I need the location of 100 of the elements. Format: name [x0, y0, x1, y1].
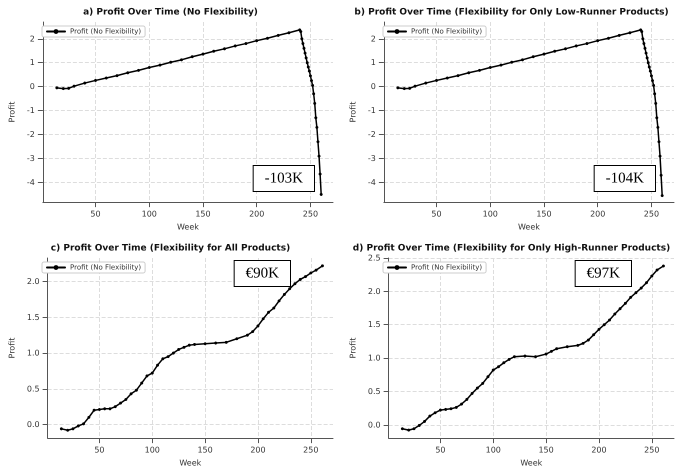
point [434, 411, 437, 414]
point [137, 68, 140, 72]
point [502, 361, 506, 364]
point [602, 323, 606, 326]
point [148, 66, 151, 70]
x-axis-title: Week [518, 222, 540, 232]
point [476, 386, 479, 390]
point [266, 36, 269, 40]
point [414, 84, 417, 88]
y-axis-title: Profit [8, 102, 16, 122]
point [315, 126, 318, 129]
point [282, 292, 286, 296]
point [301, 42, 304, 46]
point [201, 52, 204, 56]
point [500, 64, 502, 67]
y-tick-label: 1.0 [26, 348, 40, 358]
point [651, 79, 654, 82]
point [235, 337, 238, 340]
point [592, 333, 596, 336]
x-tick-label: 200 [591, 446, 607, 455]
point [628, 31, 632, 34]
point [308, 70, 311, 73]
y-tick-label: 1.5 [26, 312, 40, 322]
point [256, 324, 260, 328]
x-tick-label: 150 [538, 446, 554, 455]
point [650, 274, 654, 278]
point [267, 310, 270, 314]
x-axis-title: Week [179, 458, 202, 468]
x-tick-label: 250 [644, 210, 660, 219]
annotation: -104K [606, 170, 644, 186]
point [640, 286, 643, 290]
point [150, 372, 154, 375]
y-tick-label: -1 [368, 106, 376, 116]
point [418, 424, 421, 427]
point [104, 76, 108, 80]
point [255, 39, 258, 42]
point [222, 47, 226, 50]
point [304, 275, 308, 278]
line-series [400, 264, 665, 432]
point [396, 86, 400, 90]
point [492, 368, 495, 372]
y-tick-label: 0 [370, 82, 376, 92]
y-tick-label: 1 [370, 58, 376, 68]
y-tick-label: 0.5 [368, 386, 381, 396]
point [71, 427, 74, 430]
point [550, 350, 553, 353]
point [520, 58, 524, 62]
y-tick-label: -3 [368, 154, 376, 164]
point [177, 348, 180, 351]
x-tick-label: 100 [142, 210, 157, 219]
point [293, 282, 296, 286]
point [72, 84, 76, 88]
point [645, 281, 648, 284]
point [287, 31, 290, 34]
point [656, 126, 660, 129]
x-tick-label: 100 [486, 446, 501, 455]
point [470, 392, 474, 395]
y-tick-label: 0.5 [26, 384, 40, 394]
point [134, 388, 138, 392]
point [82, 422, 86, 426]
point [660, 194, 664, 198]
x-tick-label: 150 [536, 210, 552, 219]
y-tick-label: 2.0 [26, 277, 40, 286]
y-tick-label: 0 [30, 82, 35, 92]
point [654, 102, 658, 105]
x-tick-label: 50 [431, 210, 442, 219]
point [108, 407, 112, 410]
point [180, 58, 183, 62]
y-tick-label: -2 [368, 130, 376, 140]
point [655, 116, 658, 120]
point [512, 355, 516, 358]
point [169, 60, 172, 64]
point [204, 342, 207, 346]
point [613, 312, 616, 316]
x-tick-label: 150 [195, 210, 211, 219]
point [624, 302, 627, 305]
point [586, 338, 590, 342]
point [449, 407, 452, 410]
x-tick-label: 250 [644, 446, 660, 455]
y-tick-label: -4 [26, 178, 35, 187]
point [435, 78, 438, 82]
y-tick-label: 2 [30, 34, 35, 44]
point [318, 154, 321, 158]
x-tick-label: 50 [90, 210, 101, 219]
point [304, 52, 307, 55]
y-axis-title: Profit [348, 102, 358, 122]
point [76, 424, 80, 428]
point [544, 352, 548, 356]
y-tick-label: 2 [370, 34, 376, 44]
point [308, 74, 312, 78]
point [276, 34, 280, 37]
point [312, 92, 316, 96]
point [311, 84, 314, 87]
point [114, 405, 117, 408]
point [424, 82, 428, 85]
point [62, 87, 65, 90]
annotation: €90K [246, 266, 280, 282]
point [597, 328, 600, 331]
point [660, 174, 663, 177]
point [460, 402, 464, 406]
